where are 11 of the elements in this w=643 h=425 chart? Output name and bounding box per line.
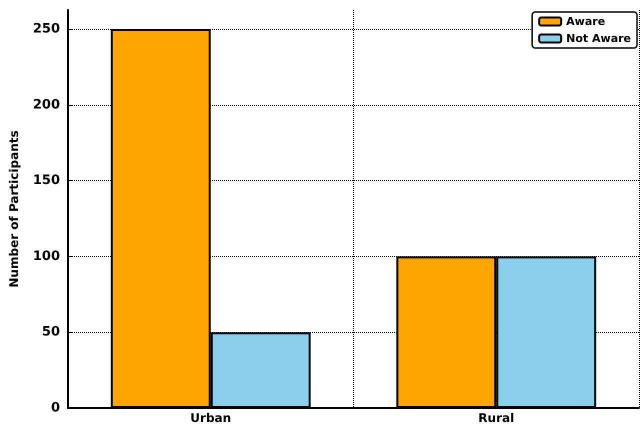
y-tick-label: 200: [32, 97, 60, 112]
x-tick-label: Rural: [478, 411, 514, 425]
y-tick-label: 250: [32, 21, 60, 36]
y-tick-label: 100: [32, 248, 60, 264]
legend-label: Aware: [566, 15, 606, 28]
y-axis-title: Number of Participants: [7, 130, 21, 288]
y-tick-label: 0: [50, 400, 60, 416]
legend-label: Not Aware: [566, 32, 632, 45]
y-tick-label: 150: [32, 173, 60, 188]
y-tick-label: 50: [42, 324, 60, 340]
x-tick-label: Urban: [190, 411, 232, 425]
